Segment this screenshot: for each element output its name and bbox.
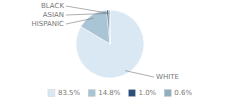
chart: WHITE HISPANICASIANBLACK 83.5% 14.8% 1.0% 0.6… (0, 0, 240, 100)
annotations: WHITE HISPANICASIANBLACK (31, 2, 178, 81)
slices (76, 10, 144, 78)
pie-slice (109, 10, 110, 44)
legend-label: 14.8% (98, 89, 121, 97)
pie-slice (76, 10, 144, 78)
pie-slice (107, 10, 110, 44)
legend-label: 1.0% (138, 89, 156, 97)
legend-swatch (88, 90, 95, 97)
legend-swatch (164, 90, 171, 97)
annotation: BLACK (41, 2, 64, 10)
annotation: WHITE (156, 73, 179, 81)
legend-swatch (48, 90, 55, 97)
leader-line (66, 6, 109, 13)
pie-slice (81, 10, 110, 44)
legend-swatch (128, 90, 135, 97)
legend: 83.5% 14.8% 1.0% 0.6% (48, 89, 192, 97)
leader-line (66, 18, 94, 24)
legend-label: 83.5% (58, 89, 81, 97)
annotation: HISPANIC (31, 20, 64, 28)
annotation: ASIAN (43, 11, 64, 19)
leader-line (66, 13, 108, 15)
legend-label: 0.6% (174, 89, 192, 97)
leader-line (125, 71, 154, 77)
